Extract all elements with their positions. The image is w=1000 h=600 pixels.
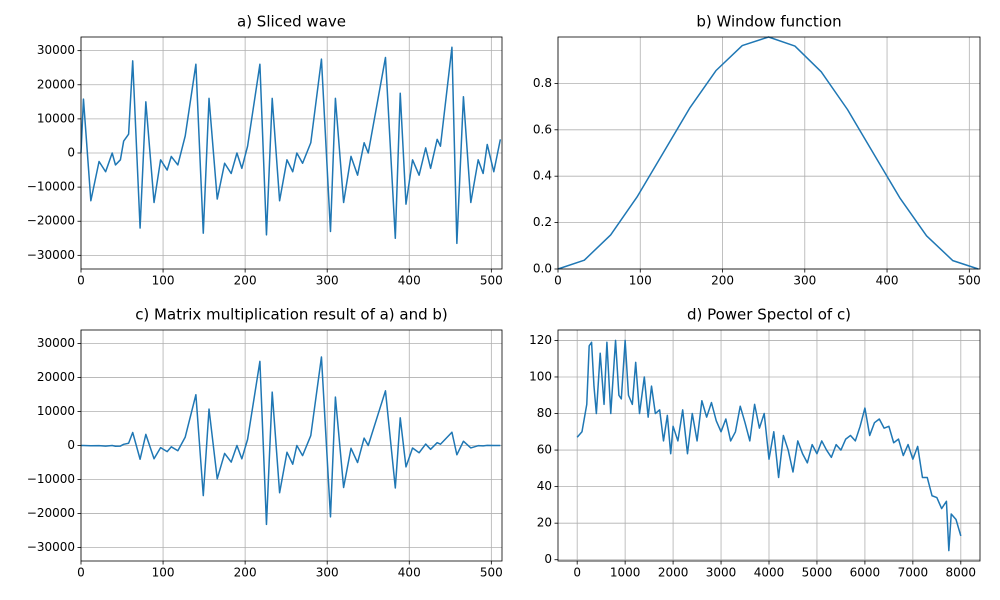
y-tick-label: −10000 xyxy=(27,472,75,486)
x-tick-label: 0 xyxy=(554,274,562,288)
data-line xyxy=(557,36,979,270)
x-tick-label: 3000 xyxy=(706,566,737,580)
axes-frame xyxy=(557,36,981,270)
y-tick-label: 120 xyxy=(529,333,552,347)
y-tick-label: 20 xyxy=(537,516,552,530)
axes-frame xyxy=(557,329,981,562)
axes-frame xyxy=(80,329,503,562)
y-tick-label: 10000 xyxy=(37,111,75,125)
x-tick-label: 400 xyxy=(398,274,421,288)
chart-title: a) Sliced wave xyxy=(237,13,346,31)
axes-frame xyxy=(80,36,503,270)
x-tick-label: 0 xyxy=(573,566,581,580)
chart-title: c) Matrix multiplication result of a) an… xyxy=(135,306,448,324)
y-tick-label: −10000 xyxy=(27,180,75,194)
x-tick-label: 4000 xyxy=(754,566,785,580)
y-tick-label: 20000 xyxy=(37,370,75,384)
x-tick-label: 0 xyxy=(77,274,85,288)
data-line xyxy=(80,46,502,245)
chart-title: b) Window function xyxy=(696,13,841,31)
y-tick-label: 40 xyxy=(537,479,552,493)
y-tick-label: 0.0 xyxy=(533,262,552,276)
y-tick-label: −20000 xyxy=(27,506,75,520)
x-tick-label: 500 xyxy=(480,566,503,580)
y-tick-label: 0.6 xyxy=(533,122,552,136)
x-tick-label: 6000 xyxy=(850,566,881,580)
y-tick-label: 20000 xyxy=(37,77,75,91)
x-tick-label: 300 xyxy=(316,274,339,288)
x-tick-label: 300 xyxy=(316,566,339,580)
x-tick-label: 1000 xyxy=(610,566,641,580)
y-tick-label: −30000 xyxy=(27,248,75,262)
x-tick-label: 5000 xyxy=(802,566,833,580)
y-tick-label: 100 xyxy=(529,369,552,383)
data-line xyxy=(576,339,962,552)
x-tick-label: 200 xyxy=(234,274,257,288)
y-tick-label: 0 xyxy=(67,438,75,452)
x-tick-label: 400 xyxy=(876,274,899,288)
x-tick-label: 100 xyxy=(152,566,175,580)
y-tick-label: −30000 xyxy=(27,540,75,554)
x-tick-label: 100 xyxy=(629,274,652,288)
x-tick-label: 300 xyxy=(793,274,816,288)
chart-title: d) Power Spectol of c) xyxy=(687,306,851,324)
x-tick-label: 8000 xyxy=(946,566,977,580)
x-tick-label: 200 xyxy=(711,274,734,288)
x-tick-label: 500 xyxy=(958,274,981,288)
x-tick-label: 400 xyxy=(398,566,421,580)
y-tick-label: −20000 xyxy=(27,214,75,228)
x-tick-label: 100 xyxy=(152,274,175,288)
y-tick-label: 0 xyxy=(67,146,75,160)
y-tick-label: 60 xyxy=(537,443,552,457)
y-tick-label: 0 xyxy=(544,552,552,566)
y-tick-label: 0.2 xyxy=(533,215,552,229)
data-line xyxy=(80,356,501,526)
y-tick-label: 30000 xyxy=(37,43,75,57)
y-tick-label: 80 xyxy=(537,406,552,420)
x-tick-label: 2000 xyxy=(658,566,689,580)
x-tick-label: 200 xyxy=(234,566,257,580)
y-tick-label: 30000 xyxy=(37,336,75,350)
x-tick-label: 7000 xyxy=(898,566,929,580)
y-tick-label: 0.8 xyxy=(533,76,552,90)
y-tick-label: 10000 xyxy=(37,404,75,418)
x-tick-label: 500 xyxy=(480,274,503,288)
y-tick-label: 0.4 xyxy=(533,169,552,183)
x-tick-label: 0 xyxy=(77,566,85,580)
